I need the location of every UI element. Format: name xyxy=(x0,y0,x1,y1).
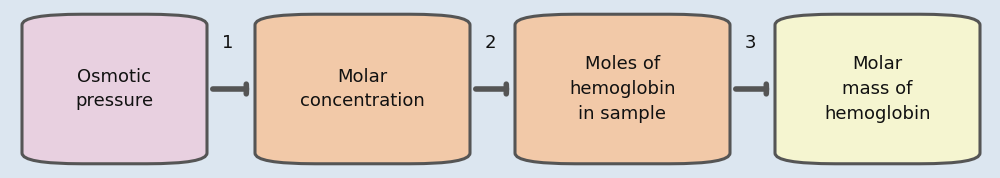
Text: 1: 1 xyxy=(222,34,234,52)
Text: Moles of
hemoglobin
in sample: Moles of hemoglobin in sample xyxy=(569,55,676,123)
Text: Osmotic
pressure: Osmotic pressure xyxy=(75,67,154,111)
FancyBboxPatch shape xyxy=(255,14,470,164)
FancyBboxPatch shape xyxy=(515,14,730,164)
Text: 3: 3 xyxy=(744,34,756,52)
FancyBboxPatch shape xyxy=(775,14,980,164)
Text: 2: 2 xyxy=(484,34,496,52)
Text: Molar
mass of
hemoglobin: Molar mass of hemoglobin xyxy=(824,55,931,123)
FancyBboxPatch shape xyxy=(22,14,207,164)
Text: Molar
concentration: Molar concentration xyxy=(300,67,425,111)
